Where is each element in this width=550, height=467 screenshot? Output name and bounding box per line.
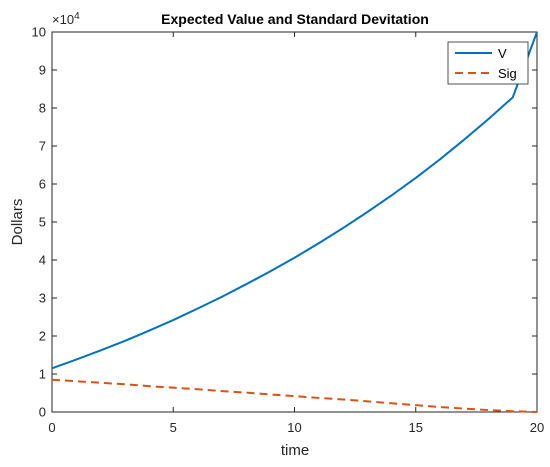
x-tick-label-0: 0	[48, 420, 55, 435]
x-tick-label-2: 10	[287, 420, 301, 435]
y-tick-label-3: 3	[39, 291, 46, 306]
legend-box	[447, 41, 529, 85]
y-tick-label-6: 6	[39, 177, 46, 192]
series-line-sig	[51, 378, 538, 413]
chart-title: Expected Value and Standard Devitation	[161, 11, 429, 27]
plot-area: 0 5 10 15 20 0 1 2 3 4 5 6 7 8 9 10	[32, 25, 545, 436]
x-tick-label-4: 20	[530, 420, 544, 435]
y-tick-label-5: 5	[39, 215, 46, 230]
y-tick-label-4: 4	[39, 253, 46, 268]
x-axis-ticks: 0 5 10 15 20	[48, 32, 544, 435]
y-tick-label-8: 8	[39, 101, 46, 116]
y-tick-label-9: 9	[39, 63, 46, 78]
x-tick-label-3: 15	[409, 420, 423, 435]
y-axis-label: Dollars	[9, 199, 26, 246]
y-exponent-base: ×10	[52, 12, 74, 27]
y-tick-label-1: 1	[39, 367, 46, 382]
y-tick-label-0: 0	[39, 405, 46, 420]
x-tick-label-1: 5	[170, 420, 177, 435]
series-layer	[51, 31, 538, 413]
legend-label-v: V	[498, 46, 507, 61]
y-exponent-label: ×104	[52, 11, 80, 28]
y-tick-label-7: 7	[39, 139, 46, 154]
legend-label-sig: Sig	[498, 66, 517, 81]
series-line-v	[51, 31, 538, 370]
axes-box	[51, 31, 538, 413]
x-axis-label: time	[281, 442, 309, 459]
legend: V Sig	[447, 41, 529, 85]
y-exponent-power: 4	[74, 11, 80, 22]
y-tick-label-2: 2	[39, 329, 46, 344]
y-axis-ticks: 0 1 2 3 4 5 6 7 8 9 10	[32, 25, 537, 420]
y-tick-label-10: 10	[32, 25, 46, 40]
